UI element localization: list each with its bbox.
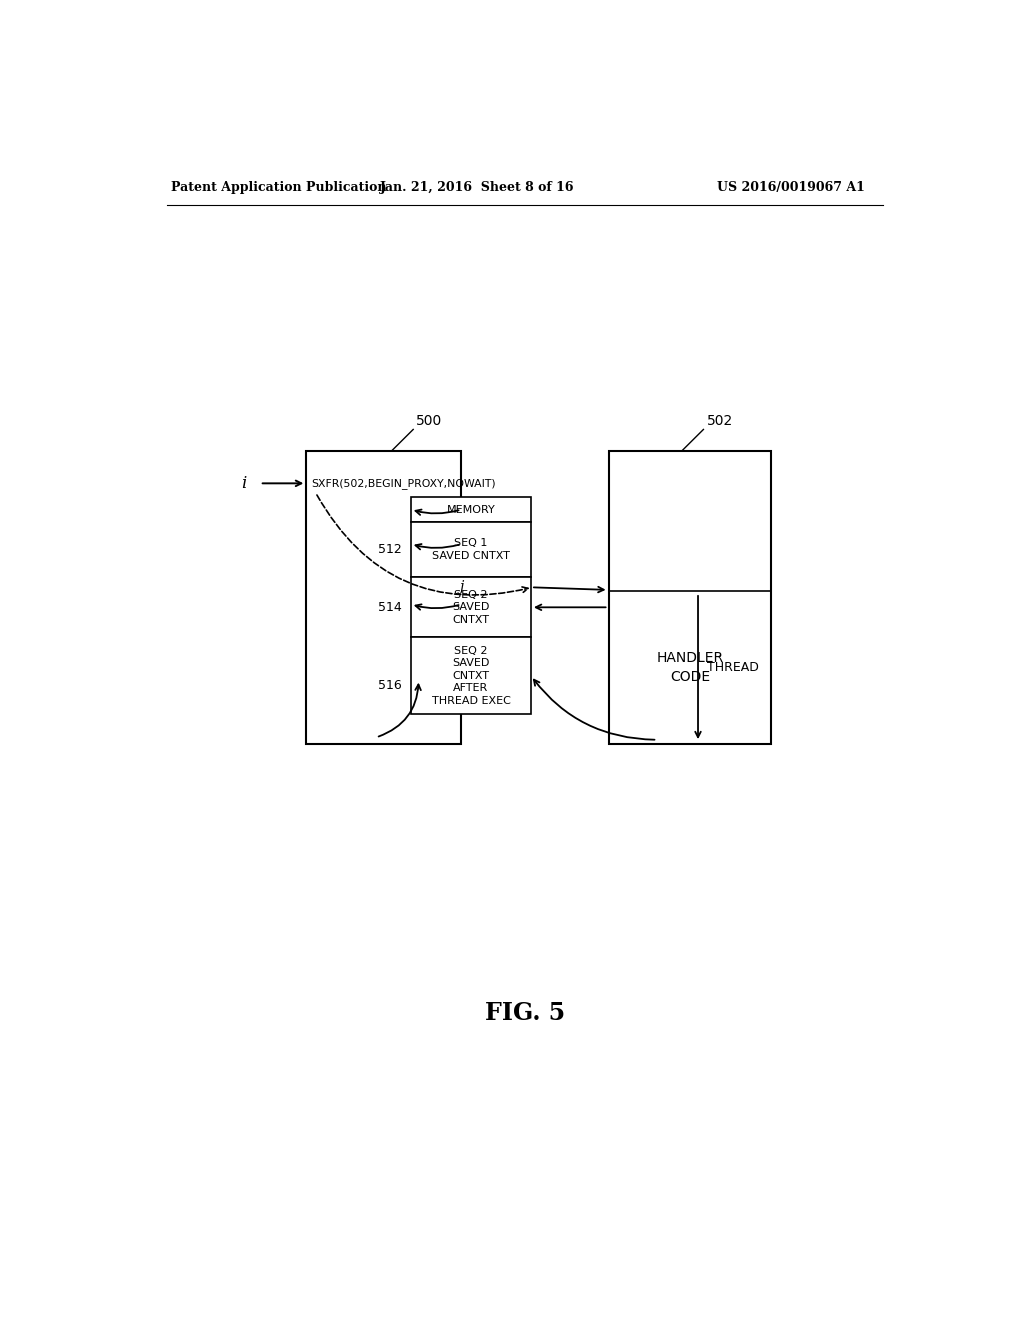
Text: FIG. 5: FIG. 5 [484, 1001, 565, 1026]
Bar [306, 451, 461, 743]
Text: SEQ 2
SAVED
CNTXT: SEQ 2 SAVED CNTXT [453, 590, 489, 624]
Text: 514: 514 [378, 601, 401, 614]
Bar [411, 498, 531, 521]
Text: i: i [242, 475, 247, 492]
Text: 516: 516 [378, 678, 401, 692]
Bar [411, 577, 531, 638]
Text: MEMORY: MEMORY [446, 504, 496, 515]
Text: SEQ 1
SAVED CNTXT: SEQ 1 SAVED CNTXT [432, 539, 510, 561]
Text: 512: 512 [378, 543, 401, 556]
Text: Jan. 21, 2016  Sheet 8 of 16: Jan. 21, 2016 Sheet 8 of 16 [380, 181, 574, 194]
Bar [411, 638, 531, 714]
Text: j: j [460, 581, 464, 594]
Text: THREAD: THREAD [708, 661, 759, 675]
Bar [411, 521, 531, 577]
Text: SXFR(502,BEGIN_PROXY,NOWAIT): SXFR(502,BEGIN_PROXY,NOWAIT) [311, 478, 497, 488]
Text: HANDLER
CODE: HANDLER CODE [656, 651, 723, 684]
Bar [608, 451, 771, 743]
Text: 500: 500 [417, 414, 442, 428]
Text: Patent Application Publication: Patent Application Publication [171, 181, 386, 194]
Text: SEQ 2
SAVED
CNTXT
AFTER
THREAD EXEC: SEQ 2 SAVED CNTXT AFTER THREAD EXEC [431, 645, 510, 706]
Text: 502: 502 [707, 414, 733, 428]
Text: US 2016/0019067 A1: US 2016/0019067 A1 [717, 181, 865, 194]
